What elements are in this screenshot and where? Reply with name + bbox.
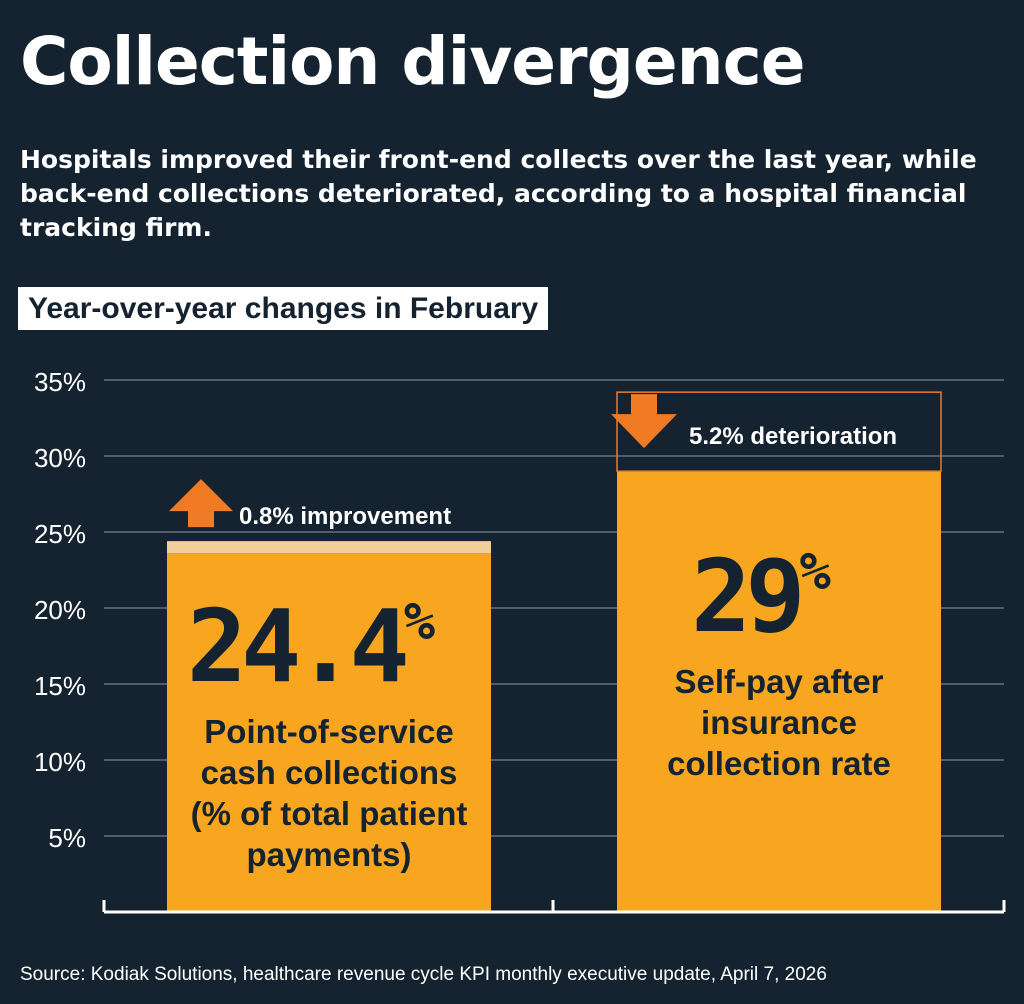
category-label: cash collections (201, 754, 458, 791)
category-label: Point-of-service (204, 713, 453, 750)
bar (167, 553, 491, 912)
category-label: insurance (701, 704, 857, 741)
y-tick-label: 25% (34, 519, 86, 549)
chart-title: Collection divergence (20, 23, 805, 100)
bar-chart: 5% 10% 15% 20% 25% 30% 35% 0.8% improvement 24.4… (34, 367, 1006, 914)
source-note: Source: Kodiak Solutions, healthcare rev… (20, 964, 827, 985)
bar-value-unit: % (404, 592, 435, 652)
bar-value-label: 24.4% (187, 588, 435, 705)
down-arrow-icon (611, 394, 677, 449)
bar-value-unit: % (800, 542, 831, 602)
category-label: (% of total patient (191, 795, 468, 832)
y-tick-label: 35% (34, 367, 86, 397)
up-arrow-icon (169, 479, 233, 528)
category-label: Self-pay after (674, 663, 883, 700)
y-tick-label: 20% (34, 595, 86, 625)
y-tick-label: 15% (34, 671, 86, 701)
chart-subtitle: Hospitals improved their front-end colle… (20, 145, 977, 242)
bar-value-number: 29 (691, 538, 799, 655)
y-tick-label: 30% (34, 443, 86, 473)
chart-section-label: Year-over-year changes in February (18, 287, 549, 330)
bar-change-segment (616, 391, 942, 472)
change-label: 5.2% deterioration (689, 423, 897, 450)
change-label: 0.8% improvement (239, 503, 451, 530)
bar-value-number: 24.4 (187, 588, 406, 705)
bar-value-label: 29% (691, 538, 831, 655)
y-tick-label: 10% (34, 747, 86, 777)
bar-change-segment (167, 541, 491, 554)
category-label: payments) (246, 836, 411, 873)
y-tick-label: 5% (48, 823, 86, 853)
category-label: collection rate (667, 745, 891, 782)
bar (617, 471, 941, 912)
